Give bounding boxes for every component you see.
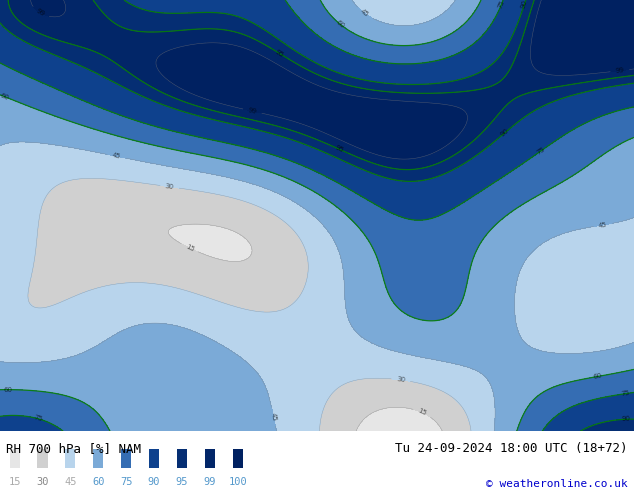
Text: RH 700 hPa [%] NAM: RH 700 hPa [%] NAM: [6, 442, 141, 455]
Text: 95: 95: [274, 49, 285, 58]
Text: 45: 45: [359, 8, 370, 19]
Text: 99: 99: [615, 67, 624, 74]
Text: 75: 75: [33, 415, 43, 423]
Text: 90: 90: [148, 477, 160, 487]
Text: 75: 75: [621, 390, 630, 397]
Text: 60: 60: [0, 92, 10, 101]
Text: 30: 30: [396, 376, 406, 384]
Bar: [205, 449, 215, 467]
Text: 15: 15: [8, 477, 21, 487]
Text: © weatheronline.co.uk: © weatheronline.co.uk: [486, 479, 628, 489]
Bar: [37, 449, 48, 467]
Text: 99: 99: [35, 8, 46, 18]
Bar: [121, 449, 131, 467]
Text: 30: 30: [165, 183, 174, 191]
Bar: [177, 449, 187, 467]
Text: 99: 99: [204, 477, 216, 487]
Text: 90: 90: [520, 0, 529, 9]
Bar: [10, 449, 20, 467]
Text: 95: 95: [334, 145, 344, 154]
Text: 45: 45: [598, 221, 608, 229]
Text: 90: 90: [621, 416, 630, 422]
Text: 45: 45: [269, 412, 277, 422]
Bar: [233, 449, 243, 467]
Bar: [65, 449, 75, 467]
Text: 60: 60: [593, 373, 603, 380]
Bar: [149, 449, 159, 467]
Bar: [93, 449, 103, 467]
Text: 75: 75: [535, 146, 546, 156]
Text: 60: 60: [92, 477, 105, 487]
Text: 45: 45: [64, 477, 77, 487]
Text: 90: 90: [500, 127, 510, 138]
Text: 30: 30: [36, 477, 49, 487]
Text: 60: 60: [4, 387, 13, 392]
Text: 100: 100: [228, 477, 247, 487]
Text: 75: 75: [120, 477, 133, 487]
Text: 75: 75: [497, 0, 506, 10]
Text: Tu 24-09-2024 18:00 UTC (18+72): Tu 24-09-2024 18:00 UTC (18+72): [395, 442, 628, 455]
Text: 15: 15: [417, 408, 427, 417]
Text: 15: 15: [184, 244, 195, 253]
Text: 60: 60: [335, 20, 346, 30]
Text: 45: 45: [112, 152, 122, 160]
Text: 99: 99: [247, 107, 257, 115]
Text: 95: 95: [176, 477, 188, 487]
